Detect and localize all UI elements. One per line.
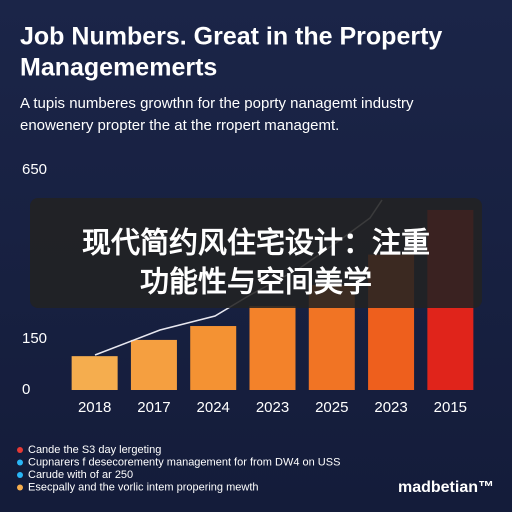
legend-dot bbox=[17, 447, 23, 453]
subtitle-line: A tupis numberes growthn for the poprty … bbox=[20, 95, 414, 112]
legend-dot bbox=[17, 459, 23, 466]
banner-line: 功能性与空间美学 bbox=[140, 265, 372, 299]
x-tick-label: 2023 bbox=[256, 399, 289, 416]
x-tick-label: 2018 bbox=[78, 399, 111, 416]
subtitle-line: enowenery propter the at the rropert man… bbox=[20, 117, 339, 134]
bar bbox=[130, 339, 177, 390]
legend-dot bbox=[17, 484, 23, 491]
y-tick-label: 0 bbox=[22, 381, 30, 398]
legend-dot bbox=[17, 472, 23, 478]
y-tick-label: 150 bbox=[22, 330, 47, 347]
x-tick-label: 2015 bbox=[434, 399, 467, 416]
brand: madbetian™ bbox=[398, 479, 494, 496]
title-line: Managememerts bbox=[20, 54, 217, 82]
x-tick-label: 2025 bbox=[315, 399, 348, 416]
title-line: Job Numbers. Great in the Property bbox=[20, 23, 442, 51]
bar bbox=[71, 356, 118, 390]
x-tick-label: 2017 bbox=[137, 399, 170, 416]
legend-label: Esecpally and the vorlic intem propering… bbox=[28, 481, 259, 493]
y-tick-label: 650 bbox=[22, 161, 47, 178]
legend-label: Carude with of ar 250 bbox=[28, 469, 133, 481]
x-tick-label: 2024 bbox=[197, 399, 230, 416]
legend-label: Cande the S3 day lergeting bbox=[28, 444, 161, 456]
banner bbox=[30, 198, 482, 308]
legend-label: Cupnarers f desecorementy management for… bbox=[28, 456, 340, 468]
bar bbox=[190, 326, 237, 390]
banner-line: 现代简约风住宅设计：注重 bbox=[82, 226, 430, 260]
bar bbox=[249, 306, 296, 390]
x-tick-label: 2023 bbox=[374, 399, 407, 416]
